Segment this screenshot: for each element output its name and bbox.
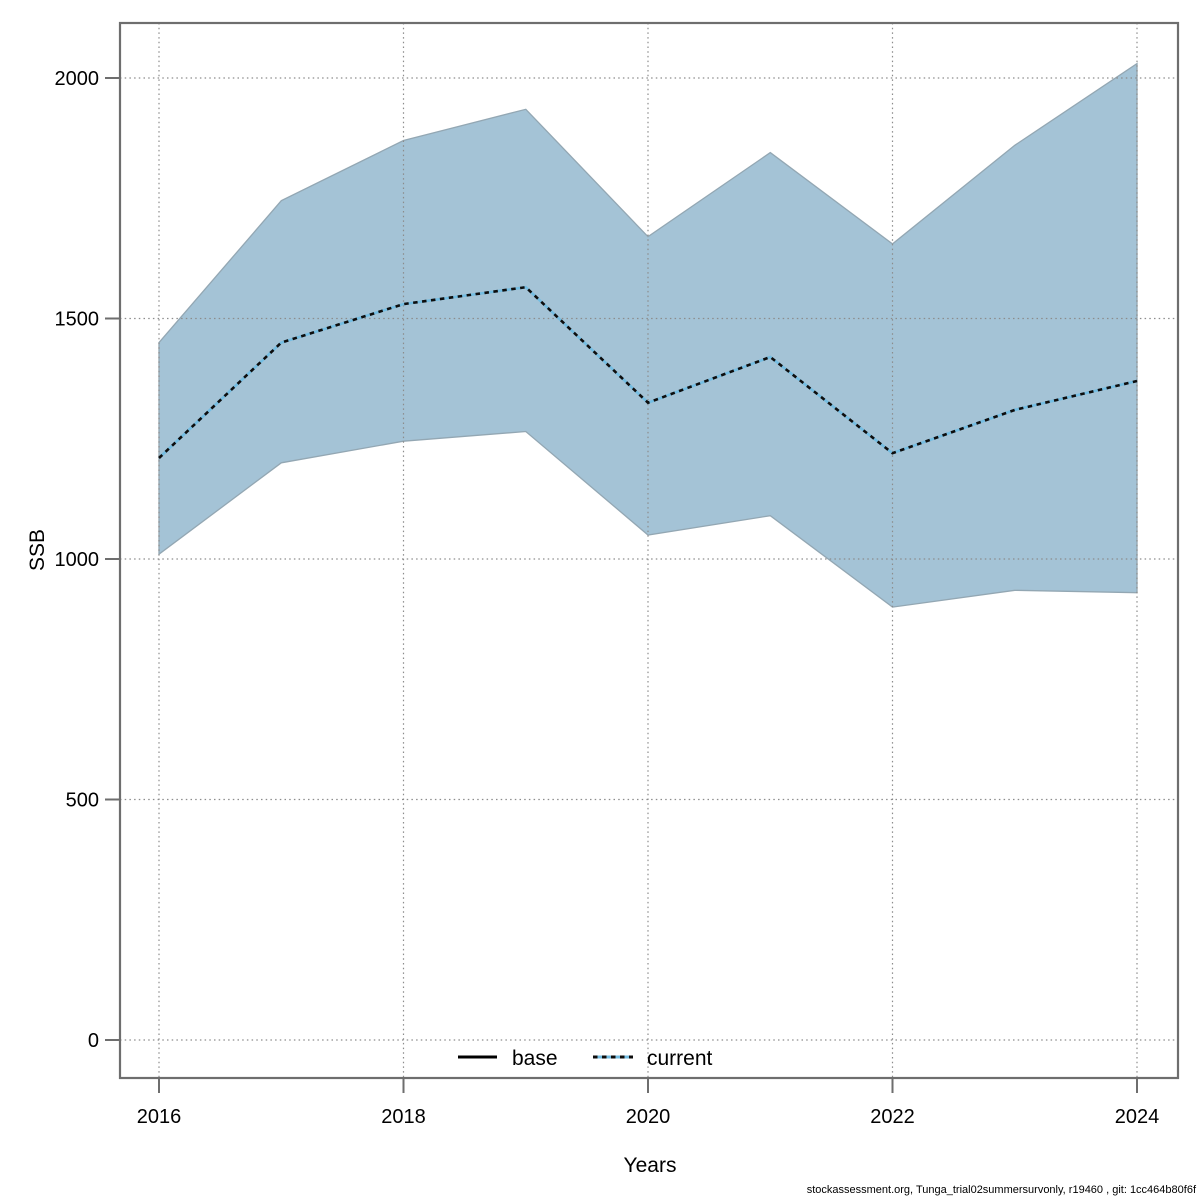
- y-tick-label: 1000: [55, 549, 100, 571]
- gridlines: [120, 23, 1178, 1078]
- y-tick-label: 0: [88, 1030, 99, 1052]
- x-tick-label: 2024: [1115, 1106, 1160, 1128]
- x-tick-label: 2020: [626, 1106, 671, 1128]
- tick-labels: 0 500 1000 1500 2000 2016 2018 2020 2022 2024: [55, 68, 1160, 1128]
- y-tick-label: 500: [66, 790, 99, 812]
- legend-label-current: current: [647, 1047, 713, 1070]
- axis-ticks: [105, 77, 1138, 1093]
- legend: base current: [458, 1047, 713, 1070]
- x-axis-title: Years: [624, 1154, 677, 1177]
- y-axis-title: SSB: [26, 529, 49, 571]
- x-tick-label: 2018: [381, 1106, 426, 1128]
- legend-label-base: base: [512, 1047, 558, 1070]
- y-tick-label: 2000: [55, 68, 100, 90]
- y-tick-label: 1500: [55, 309, 100, 331]
- footer-attribution: stockassessment.org, Tunga_trial02summer…: [806, 1184, 1196, 1196]
- x-tick-label: 2016: [137, 1106, 182, 1128]
- x-tick-label: 2022: [870, 1106, 915, 1128]
- current-line: [158, 285, 1138, 459]
